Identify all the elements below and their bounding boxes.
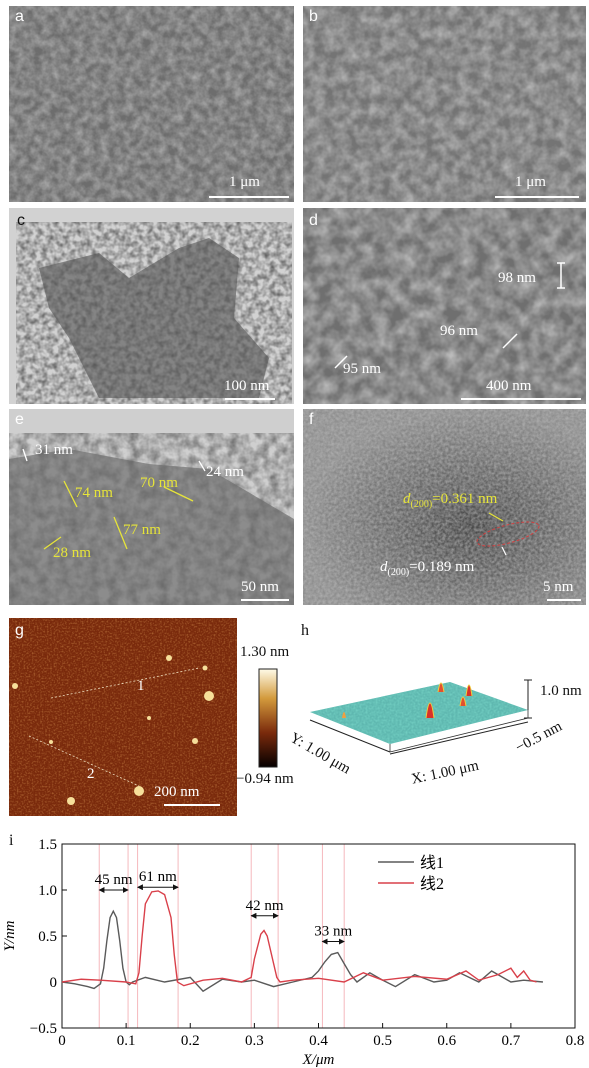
panel-label-g: g: [15, 622, 24, 639]
afm-3d-surface-h: [309, 679, 532, 755]
annotation-74nm: 74 nm: [75, 485, 113, 501]
scalebar-g: [164, 804, 220, 806]
x-tick-label: 0.1: [117, 1033, 136, 1049]
x-tick-label: 0.3: [245, 1033, 264, 1049]
y-axis-label: Y/nm: [2, 920, 18, 951]
hrtem-image-f: [303, 409, 586, 605]
scalebar-d: [461, 398, 581, 400]
panel-label-a: a: [15, 8, 24, 25]
scalebar-e: [241, 599, 289, 601]
legend-label-1: 线1: [420, 854, 444, 872]
x-tick-label: 0.8: [566, 1033, 585, 1049]
series-line-2: [61, 890, 537, 987]
panel-label-c: c: [17, 212, 25, 229]
x-tick-label: 0.6: [437, 1033, 456, 1049]
x-tick-label: 0.4: [309, 1033, 328, 1049]
annotation-95nm: 95 nm: [343, 361, 381, 377]
scalebar-label-d: 400 nm: [486, 378, 532, 394]
panel-d: d 98 nm 96 nm 95 nm 400 nm: [303, 208, 586, 404]
width-label-2: 42 nm: [246, 898, 284, 914]
scalebar-f: [547, 599, 581, 601]
scalebar-label-a: 1 μm: [229, 174, 260, 190]
panel-label-e: e: [15, 411, 24, 428]
scalebar-label-e: 50 nm: [241, 579, 279, 595]
panel-label-f: f: [309, 411, 314, 428]
annotation-77nm: 77 nm: [123, 522, 161, 538]
sem-image-d: [303, 208, 586, 404]
y-tick-label: −0.5: [30, 1021, 57, 1037]
scalebar-b: [495, 196, 579, 198]
y-tick-label: 1.5: [38, 837, 57, 853]
tem-image-e: [9, 409, 294, 605]
series-line-1: [61, 909, 544, 993]
panel-label-i: i: [9, 832, 14, 849]
width-label-0: 45 nm: [95, 872, 133, 888]
x-tick-label: 0: [58, 1033, 66, 1049]
panel-a: a 1 μm: [9, 6, 294, 202]
annotation-28nm: 28 nm: [53, 545, 91, 561]
annotation-31nm: 31 nm: [35, 442, 73, 458]
scalebar-label-b: 1 μm: [515, 174, 546, 190]
line-label-1: 1: [137, 678, 145, 694]
annotation-24nm: 24 nm: [206, 464, 244, 480]
annotation-70nm: 70 nm: [140, 475, 178, 491]
scalebar-label-g: 200 nm: [154, 784, 200, 800]
panel-label-b: b: [309, 8, 318, 25]
h-z-label: 1.0 nm: [540, 683, 582, 699]
afm-image-g: [9, 618, 237, 816]
panel-label-d: d: [309, 212, 318, 229]
colorbar-max-label: 1.30 nm: [240, 644, 290, 660]
panel-g: g 1 2 200 nm: [9, 618, 237, 816]
panel-f: f d(200)=0.361 nm d(200)=0.189 nm 5 nm: [303, 409, 586, 605]
afm-colorbar: [258, 668, 278, 768]
sem-image-b: [303, 6, 586, 202]
x-axis-label: X/μm: [302, 1052, 335, 1068]
panel-c: c 100 nm: [9, 208, 294, 404]
scalebar-label-c: 100 nm: [224, 378, 270, 394]
panel-e: e 31 nm 24 nm 74 nm 70 nm 77 nm 28 nm 50…: [9, 409, 294, 605]
width-label-1: 61 nm: [139, 869, 177, 885]
y-tick-label: 0: [50, 975, 58, 991]
sem-image-a: [9, 6, 294, 202]
scalebar-label-f: 5 nm: [543, 579, 574, 595]
d-spacing-yellow: d(200)=0.361 nm: [403, 491, 498, 510]
x-tick-label: 0.2: [181, 1033, 200, 1049]
scalebar-a: [209, 196, 289, 198]
annotation-98nm: 98 nm: [498, 270, 536, 286]
scalebar-c: [225, 398, 275, 400]
legend-label-2: 线2: [420, 875, 444, 893]
y-tick-label: 1.0: [38, 883, 57, 899]
x-tick-label: 0.5: [373, 1033, 392, 1049]
colorbar-min-label: −0.94 nm: [236, 771, 294, 787]
panel-label-h: h: [301, 622, 309, 639]
y-tick-label: 0.5: [38, 929, 57, 945]
width-label-3: 33 nm: [314, 924, 352, 940]
x-tick-label: 0.7: [502, 1033, 521, 1049]
annotation-96nm: 96 nm: [440, 323, 478, 339]
panel-b: b 1 μm: [303, 6, 586, 202]
line-profile-chart: 0 0.1 0.2 0.3 0.4 0.5 0.6 0.7 0.8−0.500.51.01.5X…: [2, 837, 585, 1068]
tem-image-c: [9, 208, 294, 404]
d-spacing-white: d(200)=0.189 nm: [380, 559, 475, 578]
line-label-2: 2: [87, 766, 95, 782]
